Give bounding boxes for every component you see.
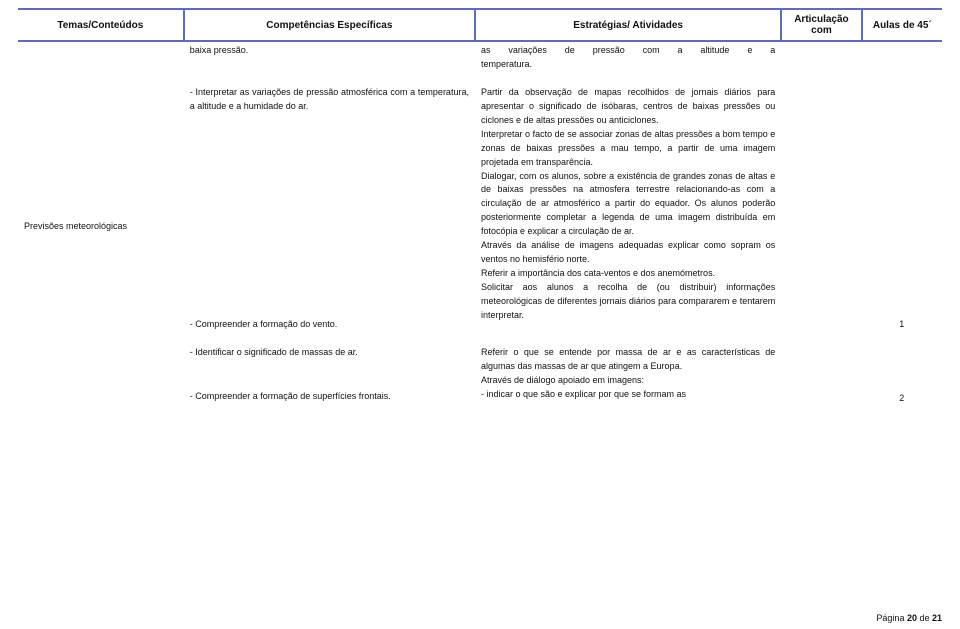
table-header-row: Temas/Conteúdos Competências Específicas…: [18, 9, 942, 41]
cell-artic-1: [781, 84, 861, 334]
tema-1-text: Previsões meteorológicas: [24, 220, 178, 332]
footer-total: 21: [932, 613, 942, 623]
cell-comp-1: - Interpretar as variações de pressão at…: [184, 84, 475, 334]
footer-prefix: Página: [876, 613, 907, 623]
cell-aulas-1: 1: [862, 84, 942, 334]
strat0-l2: temperatura.: [481, 59, 532, 69]
footer-pagenum: 20: [907, 613, 917, 623]
th-articulacao: Articulação com: [781, 9, 861, 41]
aulas-1-value: 1: [899, 319, 904, 329]
cell-artic-0: [781, 41, 861, 74]
comp-2b: - Compreender a formação de superfícies …: [190, 390, 469, 404]
table-row: baixa pressão. as variações de pressão c…: [18, 41, 942, 74]
th-articulacao-l1: Articulação: [788, 14, 854, 25]
th-articulacao-l2: com: [788, 25, 854, 36]
page-container: Temas/Conteúdos Competências Específicas…: [0, 0, 960, 408]
cell-comp-2: - Identificar o significado de massas de…: [184, 344, 475, 408]
spacer-row: [18, 74, 942, 84]
table-row: - Identificar o significado de massas de…: [18, 344, 942, 408]
strat0-l1: as variações de pressão com a altitude e…: [481, 44, 775, 58]
th-temas: Temas/Conteúdos: [18, 9, 184, 41]
cell-tema-0: [18, 41, 184, 74]
aulas-2-value: 2: [899, 393, 904, 403]
table-row: Previsões meteorológicas - Interpretar a…: [18, 84, 942, 334]
cell-strat-2: Referir o que se entende por massa de ar…: [475, 344, 781, 408]
cell-tema-2: [18, 344, 184, 408]
cell-tema-1: Previsões meteorológicas: [18, 84, 184, 334]
cell-strat-0: as variações de pressão com a altitude e…: [475, 41, 781, 74]
spacer-row: [18, 334, 942, 344]
page-footer: Página 20 de 21: [876, 613, 942, 623]
th-competencias: Competências Específicas: [184, 9, 475, 41]
comp-1b: - Compreender a formação do vento.: [190, 318, 469, 332]
content-table: Temas/Conteúdos Competências Específicas…: [18, 8, 942, 408]
cell-comp-0: baixa pressão.: [184, 41, 475, 74]
comp-2a: - Identificar o significado de massas de…: [190, 346, 469, 360]
cell-artic-2: [781, 344, 861, 408]
footer-suffix: de: [917, 613, 932, 623]
cell-aulas-0: [862, 41, 942, 74]
th-aulas: Aulas de 45´: [862, 9, 942, 41]
cell-aulas-2: 2: [862, 344, 942, 408]
comp-1a: - Interpretar as variações de pressão at…: [190, 86, 469, 114]
cell-strat-1: Partir da observação de mapas recolhidos…: [475, 84, 781, 334]
th-estrategias: Estratégias/ Atividades: [475, 9, 781, 41]
